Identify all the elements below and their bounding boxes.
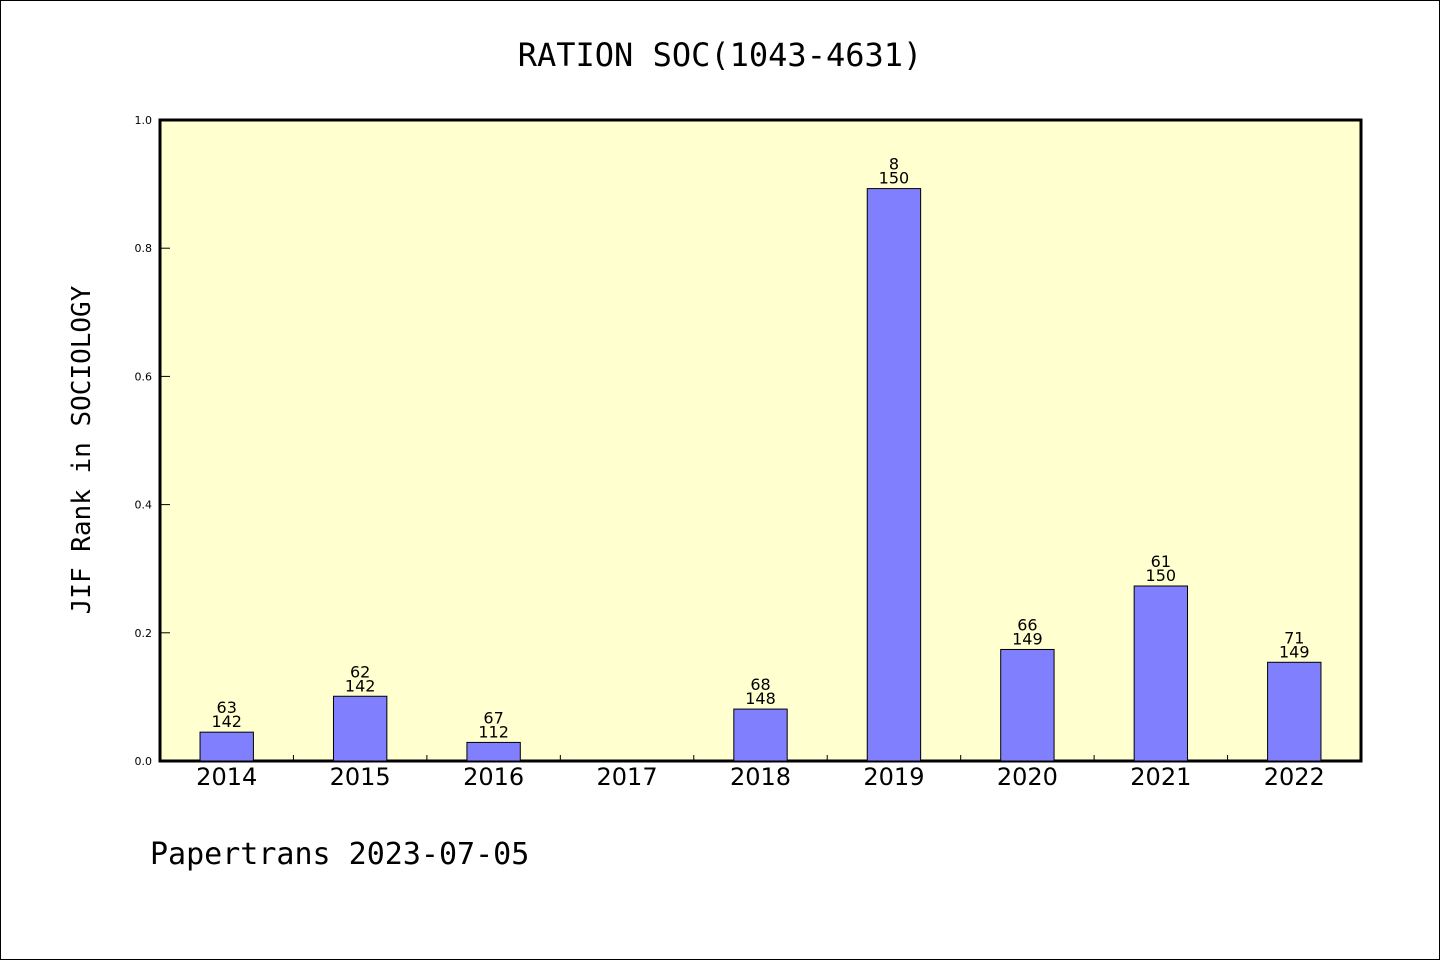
bar-2014: [199, 731, 254, 762]
bar-rank-label-2020: 66: [1017, 615, 1037, 634]
x-tick-label-2022: 2022: [1264, 763, 1325, 791]
x-tick-label-2016: 2016: [463, 763, 524, 791]
bar-rank-label-2021: 61: [1151, 552, 1171, 571]
bar-rank-label-2016: 67: [483, 708, 503, 727]
bar-2016: [466, 741, 521, 762]
y-tick-label-0: 0.0: [135, 755, 153, 768]
bar-total-label-2019: 150: [879, 169, 910, 188]
y-tick-label-4: 0.8: [135, 242, 153, 255]
bar-rank-label-2019: 8: [889, 155, 899, 174]
bar-2015: [332, 695, 388, 762]
bar-rank-label-2018: 68: [750, 675, 770, 694]
bar-2019: [866, 188, 922, 762]
y-axis-ticks: 0.0 0.2 0.4 0.6 0.8 1.0: [135, 114, 170, 768]
bars: [199, 188, 1322, 762]
bar-2018: [733, 708, 788, 762]
bar-total-label-2018: 148: [745, 689, 776, 708]
bar-rank-label-2015: 62: [350, 662, 370, 681]
bar-total-label-2022: 149: [1279, 642, 1310, 661]
bar-2022: [1267, 661, 1322, 762]
x-tick-label-2018: 2018: [730, 763, 791, 791]
bar-total-label-2021: 150: [1146, 566, 1177, 585]
y-tick-label-3: 0.6: [135, 370, 153, 383]
footer-credit: Papertrans 2023-07-05: [150, 837, 529, 872]
x-tick-label-2020: 2020: [997, 763, 1058, 791]
y-axis-label: JIF Rank in SOCIOLOGY: [67, 285, 97, 614]
x-tick-label-2019: 2019: [863, 763, 924, 791]
x-tick-label-2021: 2021: [1130, 763, 1191, 791]
y-tick-label-2: 0.4: [135, 499, 153, 512]
bar-total-label-2016: 112: [478, 722, 509, 741]
x-tick-label-2015: 2015: [330, 763, 391, 791]
bar-total-label-2015: 142: [345, 676, 376, 695]
bar-rank-label-2014: 63: [217, 698, 237, 717]
x-tick-label-2014: 2014: [196, 763, 257, 791]
chart-title: RATION SOC(1043-4631): [518, 36, 923, 74]
bar-rank-label-2022: 71: [1284, 628, 1304, 647]
x-axis-ticks: 2014 2015 2016 2017 2018 2019 2020 2021 2022: [196, 755, 1325, 791]
bar-2021: [1133, 585, 1189, 762]
bar-total-label-2020: 149: [1012, 629, 1043, 648]
y-tick-label-5: 1.0: [135, 114, 153, 127]
bar-total-label-2014: 142: [211, 712, 242, 731]
bar-2020: [1000, 648, 1055, 762]
x-tick-label-2017: 2017: [597, 763, 658, 791]
y-tick-label-1: 0.2: [135, 627, 153, 640]
